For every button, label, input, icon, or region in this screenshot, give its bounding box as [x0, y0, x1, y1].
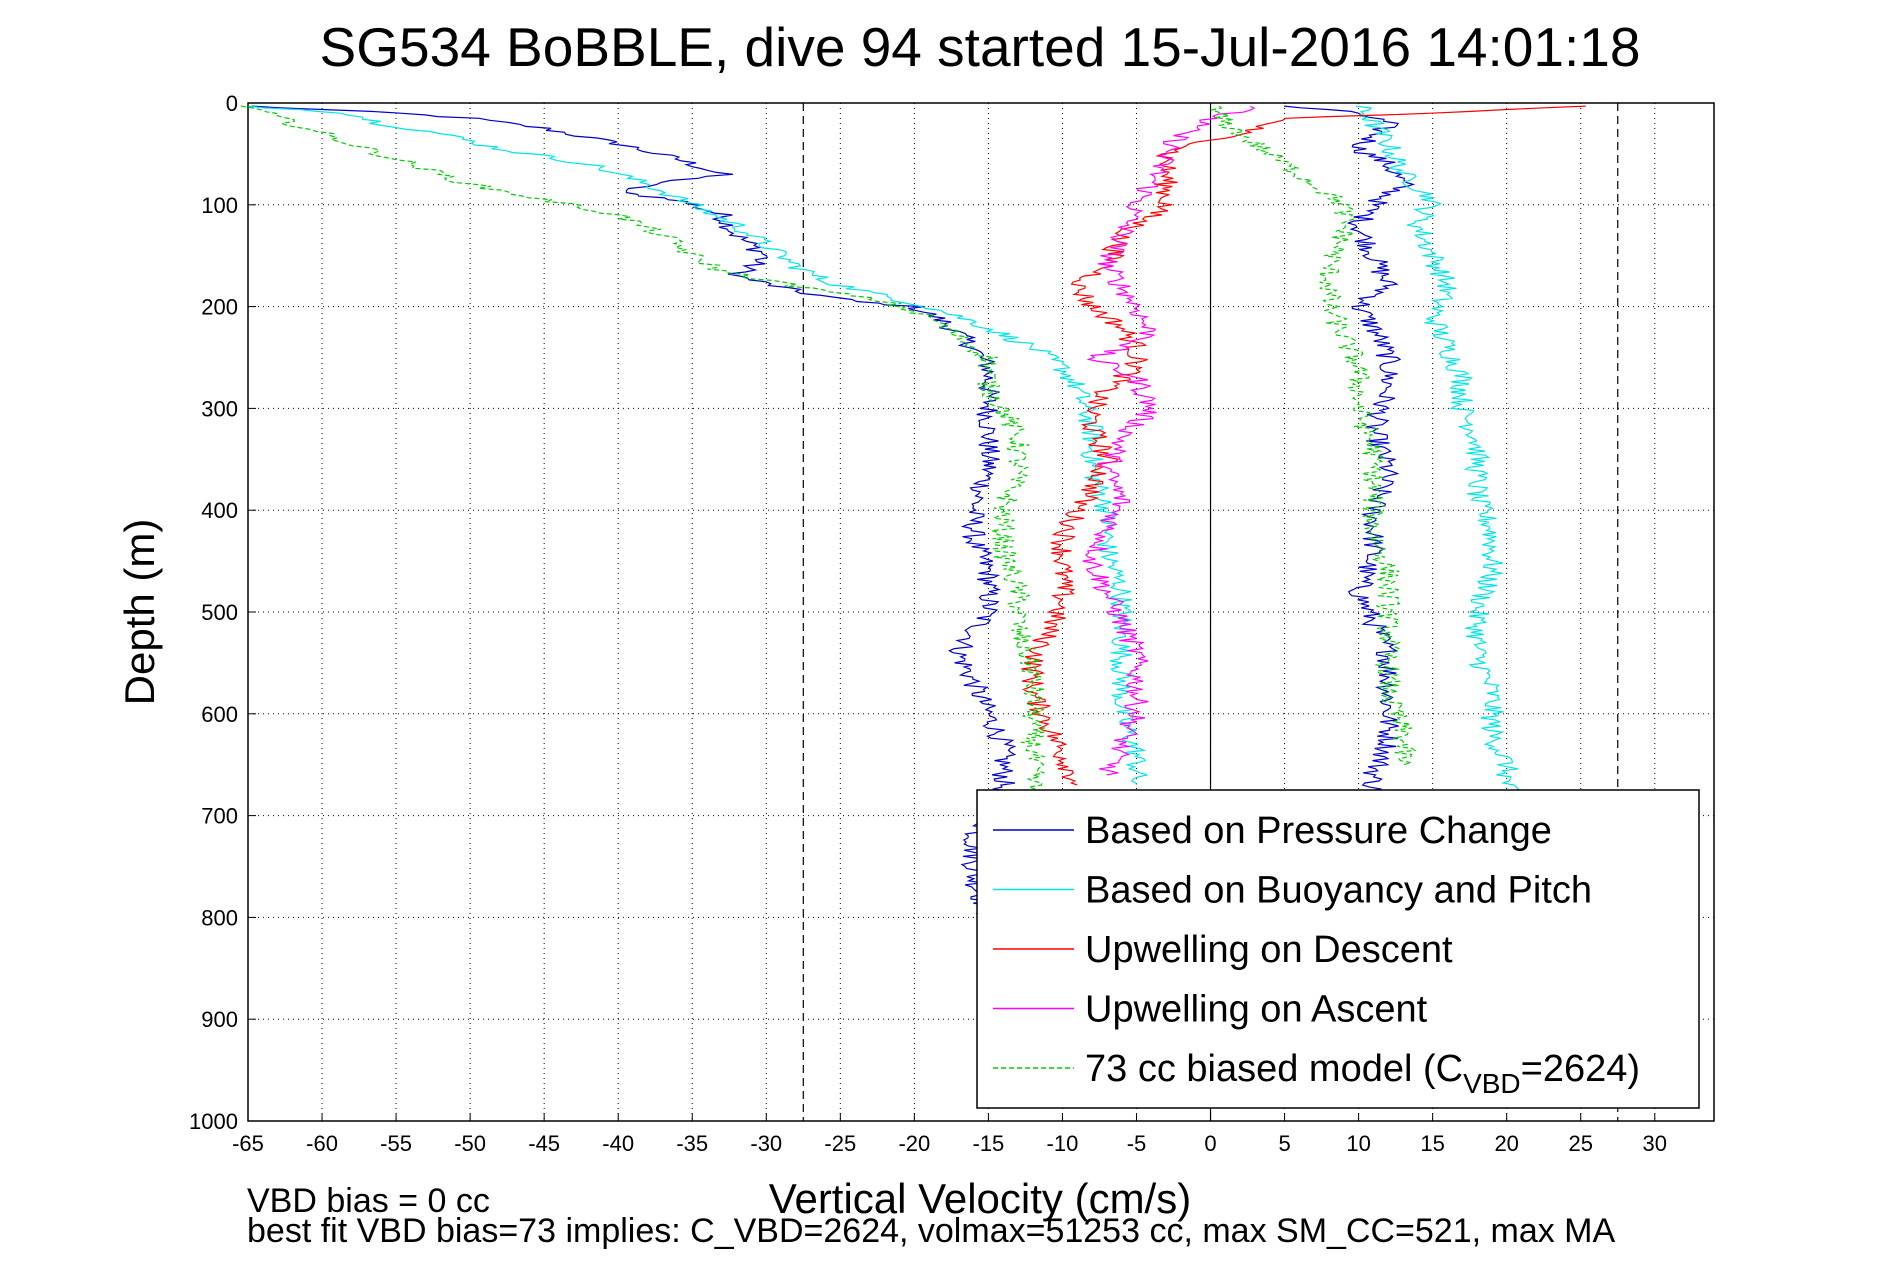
note-vbd-bias: VBD bias = 0 cc	[247, 1182, 490, 1220]
y-axis-label: Depth (m)	[116, 519, 163, 706]
x-tick-label: -65	[232, 1131, 264, 1156]
series-line-2-descent	[1021, 105, 1586, 786]
y-tick-label: 100	[201, 193, 238, 218]
y-tick-labels: 0 100 200 300 400 500 600 700 800 900 1000	[189, 91, 238, 1134]
x-tick-label: -60	[306, 1131, 338, 1156]
x-tick-label: -45	[528, 1131, 560, 1156]
y-tick-label: 600	[201, 702, 238, 727]
x-tick-label: -20	[898, 1131, 930, 1156]
legend: Based on Pressure Change Based on Buoyanc…	[976, 789, 1700, 1109]
x-tick-label: -50	[454, 1131, 486, 1156]
x-tick-labels: -65 -60 -55 -50 -45 -40 -35 -30 -25 -20 -15 -10 -5 0 5…	[232, 1131, 1667, 1156]
note-best-fit: best fit VBD bias=73 implies: C_VBD=2624…	[247, 1212, 1616, 1250]
y-tick-label: 500	[201, 600, 238, 625]
series-line-1-ascent	[1356, 105, 1520, 796]
series-line-3-ascent	[1082, 105, 1256, 776]
x-tick-label: -35	[676, 1131, 708, 1156]
legend-label: Upwelling on Descent	[1085, 929, 1453, 971]
x-axis-label: Vertical Velocity (cm/s)	[769, 1175, 1191, 1222]
legend-label: 73 cc biased model (CVBD=2624)	[1085, 1048, 1640, 1099]
y-tick-label: 700	[201, 804, 238, 829]
y-tick-label: 200	[201, 295, 238, 320]
x-tick-label: -25	[824, 1131, 856, 1156]
x-tick-label: -5	[1127, 1131, 1147, 1156]
legend-box	[976, 789, 1700, 1109]
x-tick-label: -15	[973, 1131, 1005, 1156]
grid	[247, 102, 1714, 1122]
legend-items: Based on Pressure Change Based on Buoyanc…	[993, 810, 1640, 1099]
x-tick-label: -30	[750, 1131, 782, 1156]
series-line-1-descent	[248, 105, 1148, 786]
x-tick-label: 25	[1568, 1131, 1592, 1156]
y-tick-label: 400	[201, 498, 238, 523]
legend-label: Based on Pressure Change	[1085, 810, 1552, 852]
y-tick-label: 1000	[189, 1109, 238, 1134]
series-line-4-ascent	[1209, 105, 1417, 766]
y-tick-label: 900	[201, 1007, 238, 1032]
x-tick-label: 0	[1204, 1131, 1216, 1156]
y-tick-label: 0	[226, 91, 238, 116]
y-tick-label: 800	[201, 905, 238, 930]
x-tick-label: 5	[1278, 1131, 1290, 1156]
x-tick-label: 20	[1494, 1131, 1518, 1156]
x-tick-label: 30	[1643, 1131, 1667, 1156]
legend-label: Based on Buoyancy and Pitch	[1085, 870, 1592, 912]
x-tick-label: -40	[602, 1131, 634, 1156]
chart-title: SG534 BoBBLE, dive 94 started 15-Jul-201…	[320, 16, 1641, 78]
legend-label: Upwelling on Ascent	[1085, 989, 1428, 1031]
series-line-0-ascent	[1284, 105, 1416, 806]
x-tick-label: 10	[1346, 1131, 1370, 1156]
x-tick-label: -10	[1047, 1131, 1079, 1156]
x-tick-label: -55	[380, 1131, 412, 1156]
y-tick-label: 300	[201, 396, 238, 421]
x-tick-label: 15	[1420, 1131, 1444, 1156]
series-line-4-descent	[241, 105, 1045, 796]
